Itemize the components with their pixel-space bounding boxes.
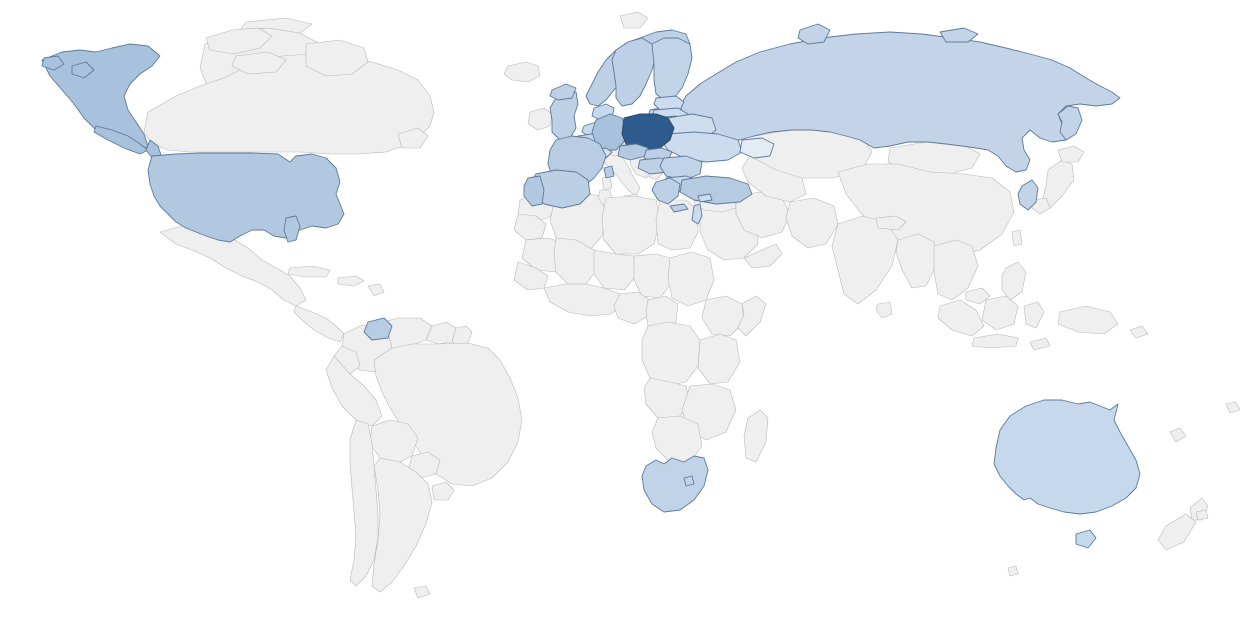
region-highlight-russia-arctic-islands[interactable] [940,28,978,42]
region-highlight-portugal[interactable] [524,176,544,206]
region-svalbard[interactable] [620,12,648,28]
region-highlight-florida[interactable] [284,216,300,242]
region-highlight-israel[interactable] [692,204,702,224]
region-highlight-crete[interactable] [670,204,688,212]
region-indonesia-sumatra[interactable] [938,300,984,336]
region-libya[interactable] [602,196,660,254]
region-thailand-indochina[interactable] [934,240,978,300]
region-philippines[interactable] [1002,262,1026,300]
region-highlight-tasmania[interactable] [1076,530,1096,548]
region-highlight-estonia[interactable] [654,96,684,110]
region-ireland[interactable] [528,108,552,130]
region-highlight-finland[interactable] [652,38,692,100]
region-indonesia-java[interactable] [972,334,1018,348]
region-nigeria[interactable] [614,292,650,324]
region-caribbean-islands[interactable] [368,284,384,296]
region-madagascar[interactable] [744,410,768,462]
region-uruguay[interactable] [432,482,454,500]
region-highlight-cyprus[interactable] [698,194,712,202]
region-central-america[interactable] [294,306,344,342]
region-highlight-uk-scotland[interactable] [550,84,576,100]
region-japan-hokkaido[interactable] [1058,146,1084,162]
region-brazil[interactable] [374,343,522,486]
region-highlight-south-korea[interactable] [1018,180,1038,210]
region-highlight-south-africa[interactable] [642,456,708,512]
region-drc[interactable] [642,322,700,386]
no-data-layer [144,12,1240,598]
region-indonesia-sulawesi[interactable] [1024,302,1044,328]
region-taiwan[interactable] [1012,230,1022,246]
region-hispaniola[interactable] [338,276,364,286]
region-chile[interactable] [350,420,378,586]
region-sudan[interactable] [668,252,714,306]
region-canada-baffin[interactable] [306,40,368,76]
region-japan-kyushu[interactable] [1032,198,1050,214]
region-sri-lanka[interactable] [876,302,892,318]
region-pacific-island-1[interactable] [1008,566,1018,576]
region-new-zealand-south[interactable] [1158,514,1196,550]
region-highlight-australia[interactable] [994,400,1140,514]
region-argentina[interactable] [372,458,432,592]
region-fiji[interactable] [1226,402,1240,413]
region-egypt[interactable] [656,200,698,250]
region-highlight-kazakhstan-west[interactable] [740,138,774,158]
region-nepal-bhutan[interactable] [876,216,906,230]
region-highlight-poland[interactable] [622,114,674,152]
region-bangladesh-myanmar[interactable] [896,234,936,288]
region-indonesia-borneo[interactable] [982,296,1018,330]
region-highlight-novaya-zemlya[interactable] [798,24,830,44]
region-highlight-sweden[interactable] [612,38,656,106]
region-afghanistan-pakistan[interactable] [786,198,838,248]
region-highlight-alaska-islands[interactable] [42,56,64,70]
region-tasmania-islands[interactable] [1196,510,1208,520]
region-western-sahara[interactable] [514,214,546,240]
region-highlight-greece[interactable] [652,178,680,204]
region-iceland[interactable] [504,62,540,82]
region-kenya-uganda-tanzania[interactable] [698,334,740,384]
region-highlight-ukraine[interactable] [662,132,742,162]
region-newfoundland[interactable] [398,128,428,148]
region-new-caledonia[interactable] [1170,428,1186,442]
region-solomon-islands[interactable] [1130,326,1148,338]
region-highlight-kodiak[interactable] [72,62,94,78]
region-cuba[interactable] [288,266,330,277]
region-highlight-alaska[interactable] [42,44,160,152]
region-canada-arctic-islands[interactable] [206,28,272,54]
region-highlight-lesotho[interactable] [684,476,694,486]
region-ethiopia[interactable] [702,296,744,336]
region-highlight-kamchatka[interactable] [1058,106,1082,140]
region-somalia[interactable] [738,296,766,336]
region-niger[interactable] [594,250,636,290]
region-highlight-french-guiana[interactable] [364,318,392,340]
region-highlight-romania[interactable] [660,156,702,180]
region-chad[interactable] [634,254,672,298]
region-falklands[interactable] [414,586,430,598]
region-malaysia[interactable] [966,288,990,304]
highlighted-regions-layer [42,24,1140,548]
region-papua-new-guinea[interactable] [1058,306,1118,334]
region-highlight-aleutian-islands[interactable] [94,126,148,154]
region-yemen-oman[interactable] [744,244,782,268]
region-timor[interactable] [1030,338,1050,350]
region-highlight-corsica[interactable] [604,166,614,178]
region-canada-victoria[interactable] [232,52,286,74]
